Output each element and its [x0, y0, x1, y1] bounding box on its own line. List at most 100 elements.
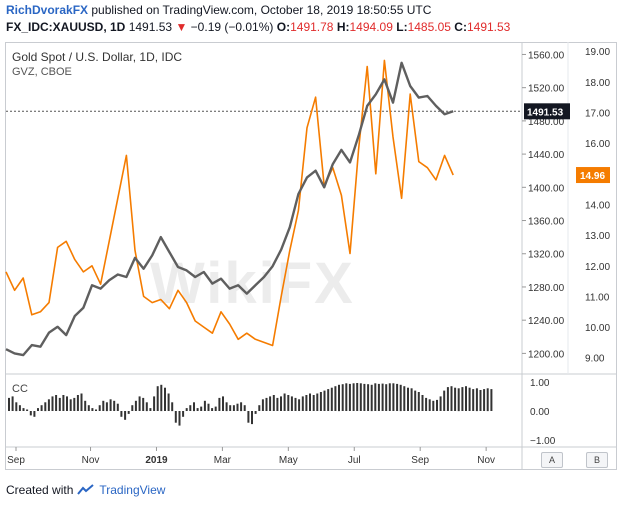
cc-bar — [407, 387, 409, 411]
cc-bar — [40, 405, 43, 411]
cc-bar — [421, 395, 424, 411]
cc-bar — [327, 389, 330, 411]
cc-bar — [98, 405, 101, 411]
cc-bar — [443, 390, 446, 411]
cc-bar — [425, 397, 428, 411]
cc-bar — [330, 387, 333, 411]
legend-gvz[interactable]: GVZ, CBOE — [12, 66, 72, 78]
down-arrow-icon: ▼ — [175, 20, 188, 34]
cc-bar — [381, 383, 384, 411]
x-tick-label: Sep — [7, 455, 25, 466]
cc-bar — [87, 405, 90, 411]
cc-bar — [153, 396, 156, 411]
x-tick-label: Mar — [214, 455, 232, 466]
cc-bar — [319, 392, 322, 411]
gvz-tick-label: 9.00 — [585, 354, 605, 365]
cc-bar — [341, 384, 344, 411]
gold-tick-label: 1480.00 — [528, 117, 565, 128]
cc-bar — [479, 390, 482, 411]
cc-bar — [486, 388, 489, 412]
cc-bar — [254, 411, 257, 414]
gvz-tick-label: 18.00 — [585, 78, 610, 89]
cc-bar — [338, 384, 340, 412]
cc-bar — [18, 405, 21, 411]
high-value: 1494.09 — [349, 20, 393, 34]
gold-last-badge-text: 1491.53 — [527, 107, 564, 118]
button-a[interactable]: A — [541, 452, 563, 468]
cc-bar — [475, 388, 478, 412]
cc-bar — [352, 383, 355, 411]
x-tick-label: Nov — [82, 455, 100, 466]
cc-bar — [189, 405, 192, 411]
cc-bar — [26, 409, 29, 411]
cc-bar — [149, 408, 152, 411]
legend-cc[interactable]: CC — [12, 383, 28, 395]
author-link[interactable]: RichDvorakFX — [6, 3, 89, 17]
cc-bar — [218, 397, 221, 411]
cc-bar — [468, 387, 471, 411]
x-tick-label: 2019 — [145, 455, 168, 466]
gold-last-badge — [524, 103, 570, 120]
cc-bar — [109, 399, 112, 411]
open-label: O: — [276, 20, 291, 34]
cc-bar — [454, 387, 457, 411]
cc-bar — [363, 383, 366, 411]
close-value: 1491.53 — [466, 20, 511, 34]
low-label: L: — [396, 20, 408, 34]
gold-series-line — [5, 61, 454, 357]
cc-bar — [47, 399, 50, 411]
cc-bar — [222, 396, 224, 411]
x-tick-label: May — [279, 455, 298, 466]
cc-bar — [410, 388, 413, 412]
cc-bar — [200, 406, 203, 411]
cc-bar — [261, 399, 264, 411]
button-b[interactable]: B — [586, 452, 608, 468]
cc-bar — [134, 400, 137, 411]
cc-bar — [55, 395, 58, 411]
cc-bar — [156, 386, 159, 411]
gvz-series-line — [5, 59, 454, 347]
cc-bar — [214, 406, 217, 411]
cc-bar — [95, 409, 97, 411]
cc-bar — [225, 402, 228, 412]
cc-bar — [323, 390, 326, 411]
legend-gold[interactable]: Gold Spot / U.S. Dollar, 1D, IDC — [12, 50, 183, 64]
chart-frame — [5, 42, 617, 470]
x-tick-label: Sep — [411, 455, 429, 466]
cc-bar — [396, 383, 399, 411]
cc-bar — [309, 393, 311, 411]
cc-bar — [145, 402, 148, 412]
gold-tick-label: 1560.00 — [528, 50, 565, 61]
cc-bar — [196, 408, 199, 411]
cc-bar — [247, 411, 250, 423]
cc-bar — [483, 389, 486, 411]
cc-bar — [182, 411, 185, 417]
cc-bar — [131, 405, 134, 411]
cc-bar — [432, 400, 435, 411]
cc-bar — [207, 403, 210, 411]
high-label: H: — [336, 20, 350, 34]
change-value: −0.19 (−0.01%) — [190, 20, 274, 34]
cc-bar — [465, 386, 467, 411]
cc-bar — [185, 408, 188, 411]
cc-bar — [367, 384, 370, 411]
cc-bar — [171, 402, 174, 412]
cc-bar — [370, 384, 373, 412]
cc-bar — [305, 395, 308, 411]
cc-bar — [124, 411, 127, 420]
cc-bar — [243, 405, 246, 411]
cc-bar — [316, 393, 319, 411]
cc-bar — [385, 384, 388, 411]
cc-bar — [436, 399, 438, 411]
cc-bar — [290, 396, 293, 411]
cc-bar — [8, 397, 10, 411]
cc-bar — [69, 399, 72, 411]
cc-bar — [120, 411, 123, 417]
cc-bar — [22, 408, 25, 411]
cc-bar — [11, 396, 14, 411]
cc-tick-label: −1.00 — [530, 436, 556, 447]
cc-tick-label: 1.00 — [530, 378, 550, 389]
gvz-tick-label: 12.00 — [585, 262, 610, 273]
tradingview-link[interactable]: TradingView — [99, 483, 166, 497]
